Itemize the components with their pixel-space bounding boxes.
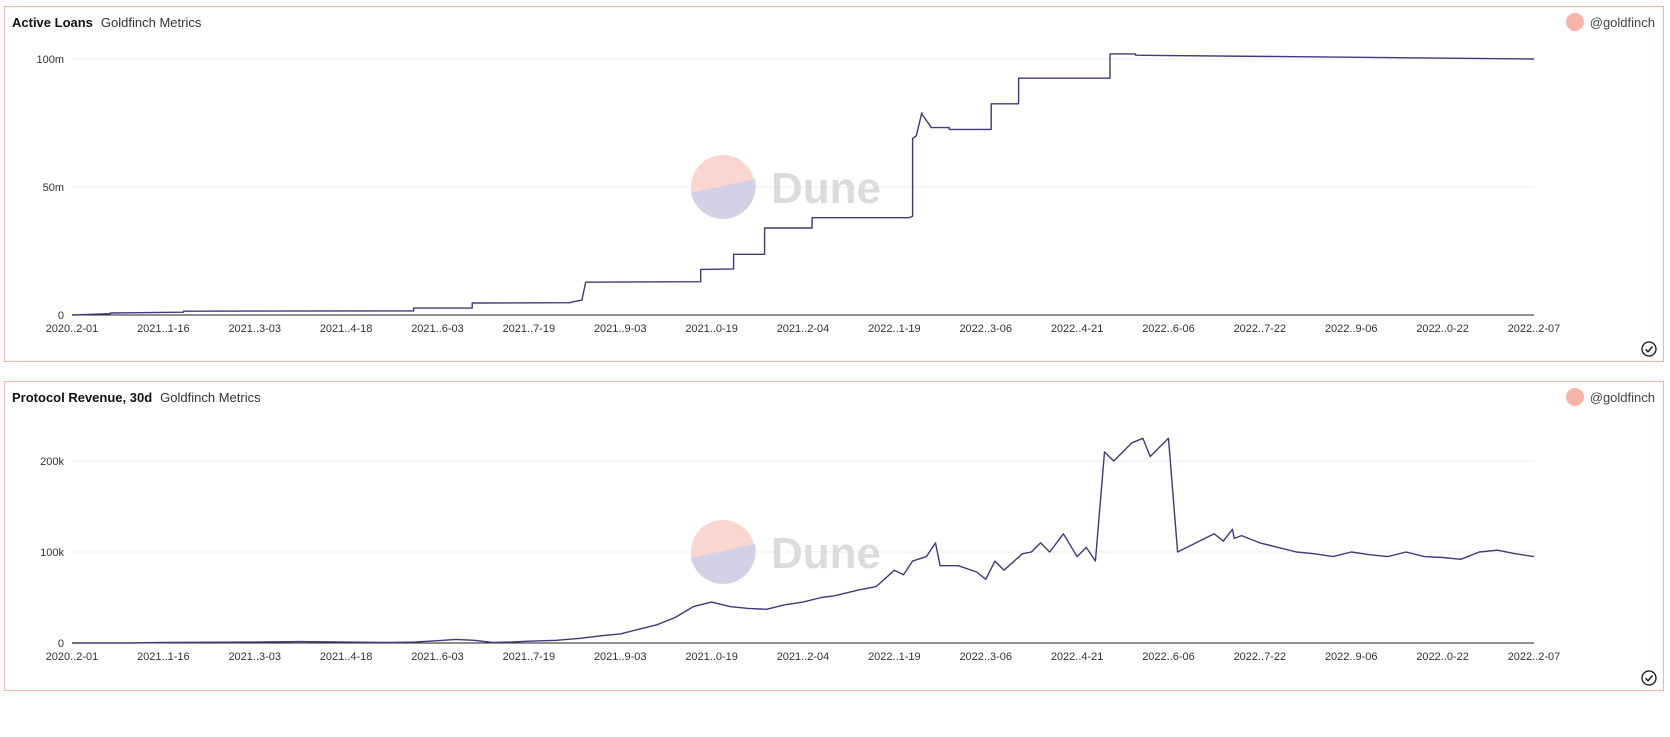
chart-panel-active-loans: Active Loans Goldfinch Metrics @goldfinch… [4, 6, 1664, 362]
y-tick-label: 0 [58, 310, 64, 322]
y-tick-label: 100m [36, 54, 64, 66]
y-tick-label: 100k [40, 547, 64, 559]
x-tick-label: 2021..0-19 [685, 651, 738, 663]
x-tick-label: 2021..3-03 [228, 651, 281, 663]
check-circle-icon[interactable] [1641, 670, 1657, 686]
x-tick-label: 2022..2-07 [1508, 651, 1561, 663]
x-tick-label: 2021..6-03 [411, 651, 464, 663]
x-tick-label: 2022..3-06 [959, 651, 1012, 663]
x-tick-label: 2021..2-04 [777, 323, 830, 335]
x-tick-label: 2021..9-03 [594, 323, 647, 335]
y-tick-label: 200k [40, 456, 64, 468]
x-tick-label: 2022..7-22 [1234, 323, 1287, 335]
x-tick-label: 2022..4-21 [1051, 323, 1104, 335]
active-loans-chart: 0 50m 100m Dune 2020..2-01 2021..1-16 2021..3-… [5, 7, 1665, 363]
x-tick-label: 2022..6-06 [1142, 323, 1195, 335]
x-tick-label: 2021..2-04 [777, 651, 830, 663]
x-tick-label: 2020..2-01 [46, 651, 99, 663]
x-tick-label: 2022..3-06 [959, 323, 1012, 335]
y-tick-label: 50m [43, 182, 64, 194]
x-tick-label: 2020..2-01 [46, 323, 99, 335]
chart-panel-protocol-revenue: Protocol Revenue, 30d Goldfinch Metrics @… [4, 381, 1664, 691]
x-tick-label: 2022..6-06 [1142, 651, 1195, 663]
x-tick-label: 2021..7-19 [503, 651, 556, 663]
x-tick-label: 2021..9-03 [594, 651, 647, 663]
protocol-revenue-chart: 0 100k 200k Dune 2020..2-01 2021..1-16 2021..3… [5, 382, 1665, 692]
watermark-text: Dune [771, 529, 881, 578]
x-tick-label: 2021..1-16 [137, 323, 190, 335]
x-tick-label: 2021..4-18 [320, 323, 373, 335]
x-tick-label: 2021..6-03 [411, 323, 464, 335]
dune-watermark: Dune [691, 520, 881, 584]
x-tick-label: 2022..4-21 [1051, 651, 1104, 663]
x-tick-label: 2021..3-03 [228, 323, 281, 335]
x-tick-label: 2022..0-22 [1416, 323, 1469, 335]
x-tick-label: 2021..0-19 [685, 323, 738, 335]
x-tick-label: 2022..1-19 [868, 651, 921, 663]
y-tick-label: 0 [58, 638, 64, 650]
check-circle-icon[interactable] [1641, 341, 1657, 357]
x-tick-label: 2022..9-06 [1325, 323, 1378, 335]
x-tick-label: 2022..7-22 [1234, 651, 1287, 663]
x-tick-label: 2022..0-22 [1416, 651, 1469, 663]
watermark-text: Dune [771, 164, 881, 213]
x-tick-label: 2021..1-16 [137, 651, 190, 663]
x-tick-label: 2021..7-19 [503, 323, 556, 335]
x-tick-label: 2021..4-18 [320, 651, 373, 663]
dune-watermark: Dune [691, 155, 881, 219]
x-tick-label: 2022..2-07 [1508, 323, 1561, 335]
x-tick-label: 2022..1-19 [868, 323, 921, 335]
x-tick-label: 2022..9-06 [1325, 651, 1378, 663]
